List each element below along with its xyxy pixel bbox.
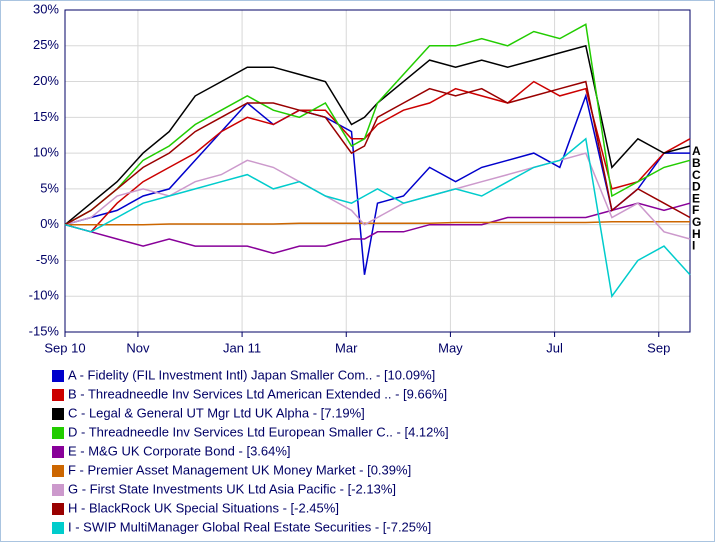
legend-swatch <box>52 427 64 439</box>
y-tick-label: 20% <box>33 73 59 88</box>
y-tick-label: 0% <box>40 216 59 231</box>
y-tick-label: 15% <box>33 109 59 124</box>
end-label: E <box>692 191 700 205</box>
legend-label: G - First State Investments UK Ltd Asia … <box>68 481 396 496</box>
legend-label: I - SWIP MultiManager Global Real Estate… <box>68 519 431 534</box>
legend-swatch <box>52 465 64 477</box>
legend-swatch <box>52 389 64 401</box>
series-line <box>64 93 690 275</box>
y-tick-label: -15% <box>29 323 60 338</box>
x-tick-label: May <box>438 340 463 355</box>
series-line <box>64 80 691 226</box>
end-label: F <box>692 203 699 217</box>
legend-label: D - Threadneedle Inv Services Ltd Europe… <box>68 424 449 439</box>
end-label: C <box>692 168 701 182</box>
series-line <box>64 44 691 226</box>
y-tick-label: 25% <box>33 37 59 52</box>
y-tick-label: 30% <box>33 1 59 16</box>
legend-label: F - Premier Asset Management UK Money Ma… <box>68 462 411 477</box>
series-line <box>64 23 691 226</box>
x-tick-label: Nov <box>126 340 150 355</box>
y-tick-label: 5% <box>40 180 59 195</box>
y-tick-label: -10% <box>29 288 60 303</box>
legend-swatch <box>52 370 64 382</box>
legend-swatch <box>52 522 64 534</box>
x-tick-label: Sep 10 <box>44 340 85 355</box>
legend-swatch <box>52 503 64 515</box>
y-tick-label: 10% <box>33 145 59 160</box>
plot-area <box>64 9 691 333</box>
legend-label: B - Threadneedle Inv Services Ltd Americ… <box>68 386 447 401</box>
y-tick-label: -5% <box>36 252 60 267</box>
end-label: G <box>692 215 701 229</box>
end-label: H <box>692 227 701 241</box>
legend-label: C - Legal & General UT Mgr Ltd UK Alpha … <box>68 405 365 420</box>
series-line <box>64 137 691 299</box>
x-tick-label: Sep <box>647 340 670 355</box>
legend-swatch <box>52 446 64 458</box>
series-line <box>64 202 691 255</box>
x-tick-label: Mar <box>335 340 358 355</box>
legend-label: H - BlackRock UK Special Situations - [-… <box>68 500 339 515</box>
end-label: B <box>692 156 701 170</box>
x-tick-label: Jul <box>546 340 563 355</box>
legend-swatch <box>52 408 64 420</box>
end-label: D <box>692 180 701 194</box>
series-line <box>64 152 691 240</box>
legend-label: A - Fidelity (FIL Investment Intl) Japan… <box>68 367 435 382</box>
end-label: I <box>692 239 695 253</box>
x-tick-label: Jan 11 <box>223 340 261 355</box>
series-line <box>65 221 690 226</box>
legend-swatch <box>52 484 64 496</box>
end-label: A <box>692 144 701 158</box>
legend-label: E - M&G UK Corporate Bond - [3.64%] <box>68 443 291 458</box>
